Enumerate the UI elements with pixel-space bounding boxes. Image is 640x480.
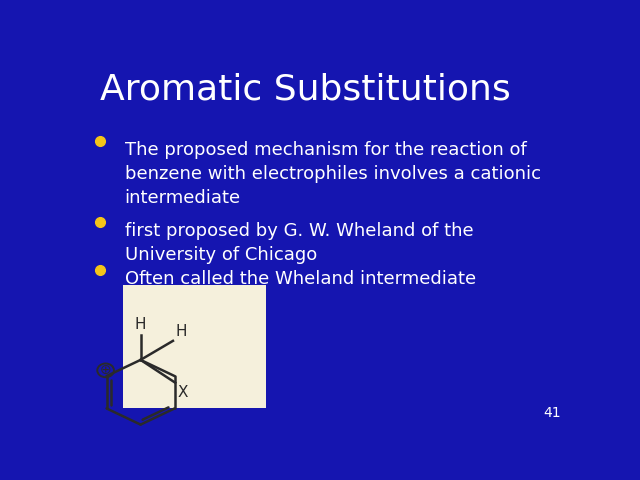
Text: 41: 41 [543, 406, 561, 420]
Text: Often called the Wheland intermediate: Often called the Wheland intermediate [125, 270, 476, 288]
Text: first proposed by G. W. Wheland of the
University of Chicago: first proposed by G. W. Wheland of the U… [125, 222, 473, 264]
FancyBboxPatch shape [123, 285, 266, 408]
Text: H: H [135, 317, 147, 333]
Text: H: H [175, 324, 187, 339]
Text: The proposed mechanism for the reaction of
benzene with electrophiles involves a: The proposed mechanism for the reaction … [125, 141, 541, 207]
Text: X: X [177, 384, 188, 400]
Text: Aromatic Substitutions: Aromatic Substitutions [100, 72, 511, 107]
Text: ⊕: ⊕ [100, 363, 111, 377]
